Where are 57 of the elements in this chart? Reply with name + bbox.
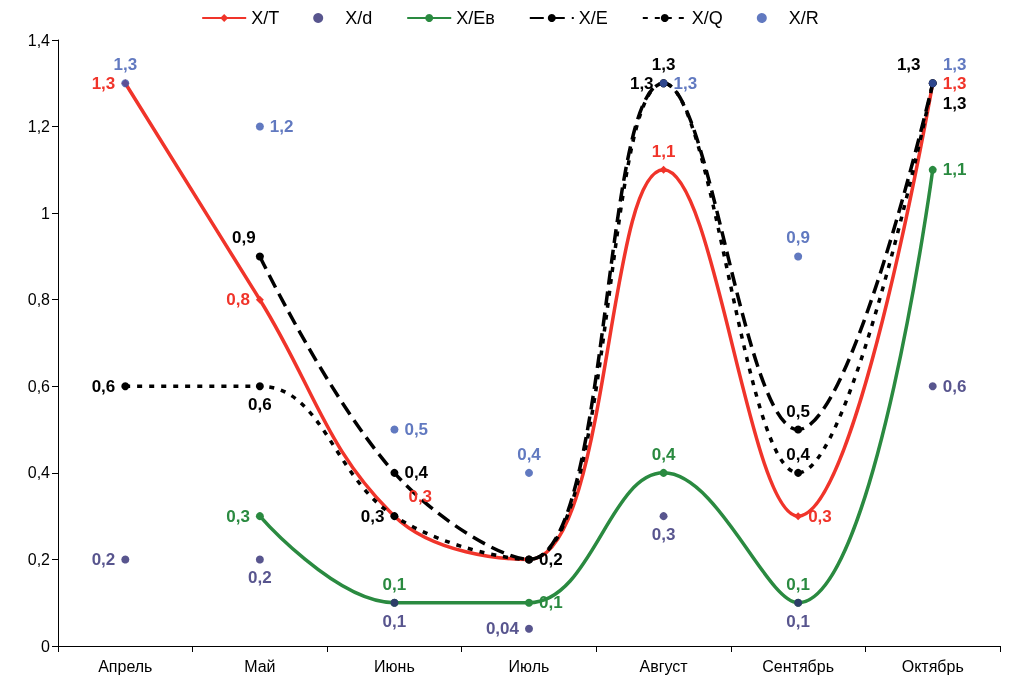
data-label: 0,5 [404,420,429,440]
y-tick-label: 0,4 [27,464,51,482]
data-label: 0,6 [942,376,967,396]
data-label: 0,1 [382,574,407,594]
data-label: 0,4 [786,444,811,464]
data-label: 0,4 [517,444,542,464]
y-tick-label: 0,8 [27,291,51,309]
x-tick-label: Апрель [98,657,153,675]
x-tick-label: Июнь [374,657,415,675]
y-tick-label: 0,6 [27,377,51,395]
data-label: 1,3 [896,55,921,75]
data-label: 1,2 [269,117,294,137]
data-label: 0,3 [408,486,433,506]
y-tick-label: 1 [41,204,51,222]
data-label: 1,3 [651,55,676,75]
x-tick-label: Сентябрь [762,657,834,675]
data-label: 0,2 [91,549,116,569]
data-label: 0,1 [786,611,810,631]
data-label: 0,3 [360,506,385,526]
data-label: 1,3 [113,55,138,75]
data-label: 1,1 [942,160,967,180]
legend-label: X/R [788,8,819,28]
legend-label: X/E [578,8,608,28]
legend-label: X/Ев [456,8,495,28]
data-label: 0,9 [232,228,256,248]
data-label: 0,2 [248,568,272,588]
y-tick-label: 1,2 [27,118,51,136]
data-label: 0,9 [786,228,810,248]
data-label: 0,4 [651,444,676,464]
data-label: 0,04 [485,619,520,639]
data-label: 0,3 [226,506,250,526]
data-label: 0,3 [808,506,832,526]
x-tick-label: Июль [508,657,550,675]
data-label: 0,6 [91,376,116,396]
data-label: 1,3 [673,73,698,93]
x-tick-label: Август [639,657,689,675]
data-label: 1,3 [91,73,116,93]
data-label: 0,1 [382,611,407,631]
x-tick-label: Май [244,657,276,675]
data-label: 0,1 [786,574,810,594]
y-tick-label: 0 [41,637,51,655]
data-label: 1,3 [942,93,967,113]
data-label: 1,3 [629,73,654,93]
data-label: 0,6 [248,395,272,415]
data-label: 0,8 [226,290,250,310]
legend-label: X/T [251,8,280,28]
legend-label: X/d [345,8,373,28]
data-label: 1,3 [942,55,967,75]
legend-label: X/Q [691,8,723,28]
y-tick-label: 1,4 [27,31,51,49]
y-tick-label: 0,2 [27,550,51,568]
data-label: 1,1 [651,141,676,161]
data-label: 0,3 [651,525,676,545]
data-label: 0,5 [786,401,810,421]
data-label: 1,3 [942,73,967,93]
data-label: 0,4 [404,463,429,483]
x-tick-label: Октябрь [901,657,964,675]
